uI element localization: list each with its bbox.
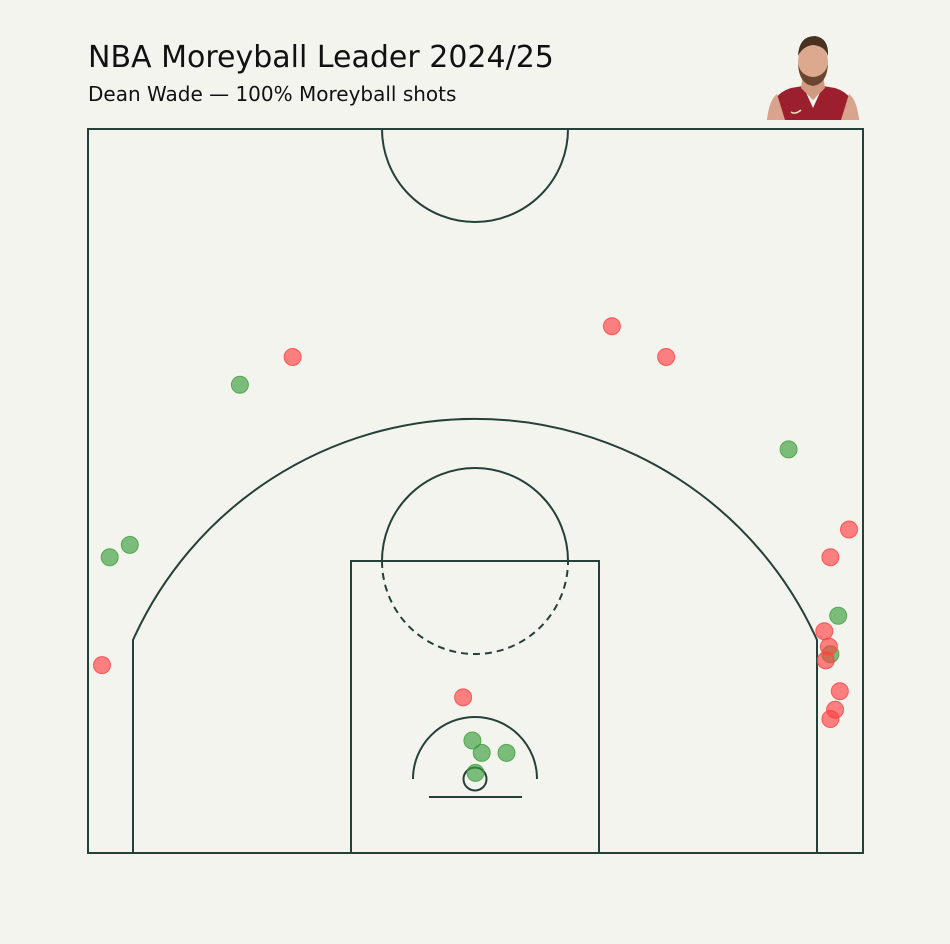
- missed-shot-point: [454, 688, 473, 707]
- missed-shot-point: [840, 520, 858, 539]
- restricted-area: [412, 716, 538, 780]
- paint: [350, 560, 600, 854]
- made-shot-point: [472, 743, 491, 762]
- missed-shot-point: [602, 317, 621, 336]
- made-shot-point: [120, 535, 139, 554]
- chart-subtitle: Dean Wade — 100% Moreyball shots: [88, 82, 457, 106]
- jersey-logo: [790, 109, 802, 114]
- missed-shot-point: [657, 348, 676, 366]
- player-shoulders: [767, 94, 859, 120]
- free-throw-circle-top: [381, 467, 569, 562]
- made-shot-point: [466, 763, 485, 782]
- chart-title: NBA Moreyball Leader 2024/25: [88, 40, 554, 75]
- missed-shot-point: [815, 622, 834, 641]
- missed-shot-point: [816, 651, 835, 670]
- made-shot-point: [779, 440, 798, 459]
- missed-shot-point: [821, 710, 840, 728]
- player-hair: [798, 36, 829, 56]
- made-shot-point: [463, 731, 482, 750]
- court-lines: [87, 128, 864, 854]
- three-point-arc: [132, 417, 818, 853]
- shots: [93, 317, 858, 782]
- made-shot-point: [100, 548, 119, 567]
- missed-shot-point: [821, 548, 840, 567]
- player-face: [798, 42, 828, 82]
- missed-shot-point: [283, 348, 302, 366]
- half-court-circle: [381, 128, 569, 223]
- player-jersey: [767, 86, 859, 120]
- missed-shot-point: [93, 656, 111, 675]
- made-shot-point: [230, 375, 249, 394]
- made-shot-point: [497, 743, 516, 762]
- player-headshot: [767, 36, 859, 120]
- player-beard: [798, 64, 828, 86]
- free-throw-circle-bottom: [381, 560, 569, 655]
- missed-shot-point: [830, 682, 849, 701]
- made-shot-point: [829, 606, 848, 625]
